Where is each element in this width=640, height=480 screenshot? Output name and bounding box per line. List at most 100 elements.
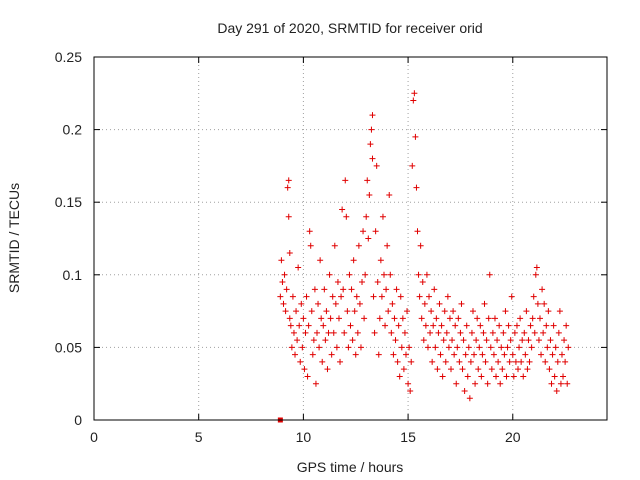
- data-point: [400, 366, 407, 373]
- data-point: [485, 315, 492, 322]
- data-point: [456, 358, 463, 365]
- data-point: [480, 329, 487, 336]
- data-point: [423, 271, 430, 278]
- data-point: [446, 315, 453, 322]
- x-tick-label: 15: [400, 429, 416, 445]
- data-point: [361, 315, 368, 322]
- data-point: [318, 315, 325, 322]
- y-tick-label: 0.1: [63, 267, 83, 283]
- data-point: [401, 329, 408, 336]
- data-point: [553, 387, 560, 394]
- data-point: [545, 308, 552, 315]
- data-point: [398, 344, 405, 351]
- data-point: [330, 329, 337, 336]
- data-point: [439, 373, 446, 380]
- data-point: [482, 358, 489, 365]
- data-point: [442, 358, 449, 365]
- data-point: [522, 351, 529, 358]
- data-point: [432, 344, 439, 351]
- data-point: [349, 337, 356, 344]
- data-point: [328, 351, 335, 358]
- data-point: [343, 213, 350, 220]
- data-point: [411, 90, 418, 97]
- data-point: [494, 337, 501, 344]
- data-point: [448, 366, 455, 373]
- data-point: [527, 322, 534, 329]
- data-point: [513, 322, 520, 329]
- data-point: [392, 337, 399, 344]
- data-point: [311, 286, 318, 293]
- data-point: [431, 286, 438, 293]
- data-point: [538, 351, 545, 358]
- data-point: [417, 242, 424, 249]
- data-point: [354, 329, 361, 336]
- data-point: [515, 366, 522, 373]
- x-tick-label: 5: [195, 429, 203, 445]
- data-point: [507, 337, 514, 344]
- data-point: [341, 329, 348, 336]
- data-point: [323, 308, 330, 315]
- data-point: [333, 344, 340, 351]
- data-point: [374, 279, 381, 286]
- data-point: [509, 351, 516, 358]
- data-point: [294, 337, 301, 344]
- data-point: [542, 358, 549, 365]
- data-point: [391, 315, 398, 322]
- data-point: [332, 300, 339, 307]
- x-tick-label: 10: [296, 429, 312, 445]
- data-point: [549, 351, 556, 358]
- data-point: [457, 329, 464, 336]
- grid-layer: [94, 57, 607, 420]
- y-tick-label: 0.25: [55, 49, 82, 65]
- data-point: [389, 300, 396, 307]
- data-point: [300, 315, 307, 322]
- data-point: [539, 286, 546, 293]
- data-point: [312, 380, 319, 387]
- data-point: [489, 329, 496, 336]
- data-points-layer: [277, 90, 572, 423]
- data-point: [541, 300, 548, 307]
- data-point: [520, 373, 527, 380]
- data-point: [405, 380, 412, 387]
- data-point: [503, 373, 510, 380]
- data-point: [304, 373, 311, 380]
- data-point: [433, 315, 440, 322]
- data-point: [352, 351, 359, 358]
- data-point: [288, 344, 295, 351]
- data-point: [353, 293, 360, 300]
- data-point: [467, 358, 474, 365]
- data-point: [550, 322, 557, 329]
- data-point: [324, 366, 331, 373]
- data-point: [399, 315, 406, 322]
- data-point: [368, 126, 375, 133]
- data-point: [564, 380, 571, 387]
- data-point: [500, 329, 507, 336]
- data-point: [359, 279, 366, 286]
- data-point: [449, 337, 456, 344]
- data-point: [301, 366, 308, 373]
- data-point: [278, 257, 285, 264]
- data-point: [426, 293, 433, 300]
- data-point: [326, 271, 333, 278]
- data-point: [407, 387, 414, 394]
- data-point: [321, 286, 328, 293]
- data-point: [366, 191, 373, 198]
- data-point: [450, 308, 457, 315]
- data-point: [441, 308, 448, 315]
- data-point: [420, 337, 427, 344]
- data-point: [371, 329, 378, 336]
- data-point: [496, 322, 503, 329]
- data-point: [295, 264, 302, 271]
- data-point: [316, 344, 323, 351]
- data-point: [345, 344, 352, 351]
- data-point: [546, 366, 553, 373]
- data-point: [558, 351, 565, 358]
- x-axis-label: GPS time / hours: [297, 459, 404, 475]
- data-point: [499, 366, 506, 373]
- data-point: [435, 329, 442, 336]
- data-point: [364, 177, 371, 184]
- data-point: [453, 380, 460, 387]
- data-point: [444, 293, 451, 300]
- data-point: [340, 286, 347, 293]
- data-point: [454, 344, 461, 351]
